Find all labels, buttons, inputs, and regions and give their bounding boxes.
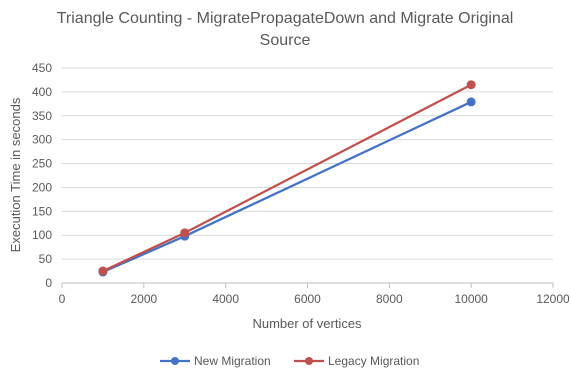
x-tick-label: 0 xyxy=(59,292,66,306)
y-tick-label: 50 xyxy=(39,252,53,266)
y-tick-labels: 0 50 100 150 200 250 300 350 400 450 xyxy=(32,61,52,290)
series-line-2 xyxy=(101,83,473,273)
legend: New Migration Legacy Migration xyxy=(160,354,419,368)
data-point xyxy=(466,80,476,90)
chart-title-line-1: Triangle Counting - MigratePropagateDown… xyxy=(57,10,514,27)
y-tick-label: 200 xyxy=(32,180,52,194)
gridlines xyxy=(62,67,553,284)
x-tick-label: 8000 xyxy=(376,292,403,306)
series-layer xyxy=(98,80,476,277)
legend-marker-2 xyxy=(305,357,313,365)
x-tick-label: 10000 xyxy=(454,292,488,306)
y-tick-label: 100 xyxy=(32,228,52,242)
data-point xyxy=(98,266,108,276)
x-axis-label: Number of vertices xyxy=(252,316,362,331)
legend-label-1: New Migration xyxy=(194,354,271,368)
x-tick-label: 4000 xyxy=(212,292,239,306)
data-point xyxy=(180,228,190,238)
x-tick-label: 2000 xyxy=(130,292,157,306)
legend-marker-1 xyxy=(171,357,179,365)
y-tick-label: 150 xyxy=(32,204,52,218)
legend-label-2: Legacy Migration xyxy=(328,354,419,368)
y-axis-label: Execution Time in seconds xyxy=(8,97,23,252)
y-tick-label: 400 xyxy=(32,85,52,99)
x-tick-label: 6000 xyxy=(294,292,321,306)
data-point xyxy=(466,97,476,107)
y-tick-label: 450 xyxy=(32,61,52,75)
y-tick-label: 300 xyxy=(32,133,52,147)
y-tick-label: 0 xyxy=(45,276,52,290)
x-tick-label: 12000 xyxy=(536,292,570,306)
x-tick-labels: 0 2000 4000 6000 8000 10000 12000 xyxy=(59,292,570,306)
axes xyxy=(61,282,554,288)
y-tick-label: 250 xyxy=(32,157,52,171)
chart-title-line-2: Source xyxy=(260,32,311,49)
y-tick-label: 350 xyxy=(32,109,52,123)
